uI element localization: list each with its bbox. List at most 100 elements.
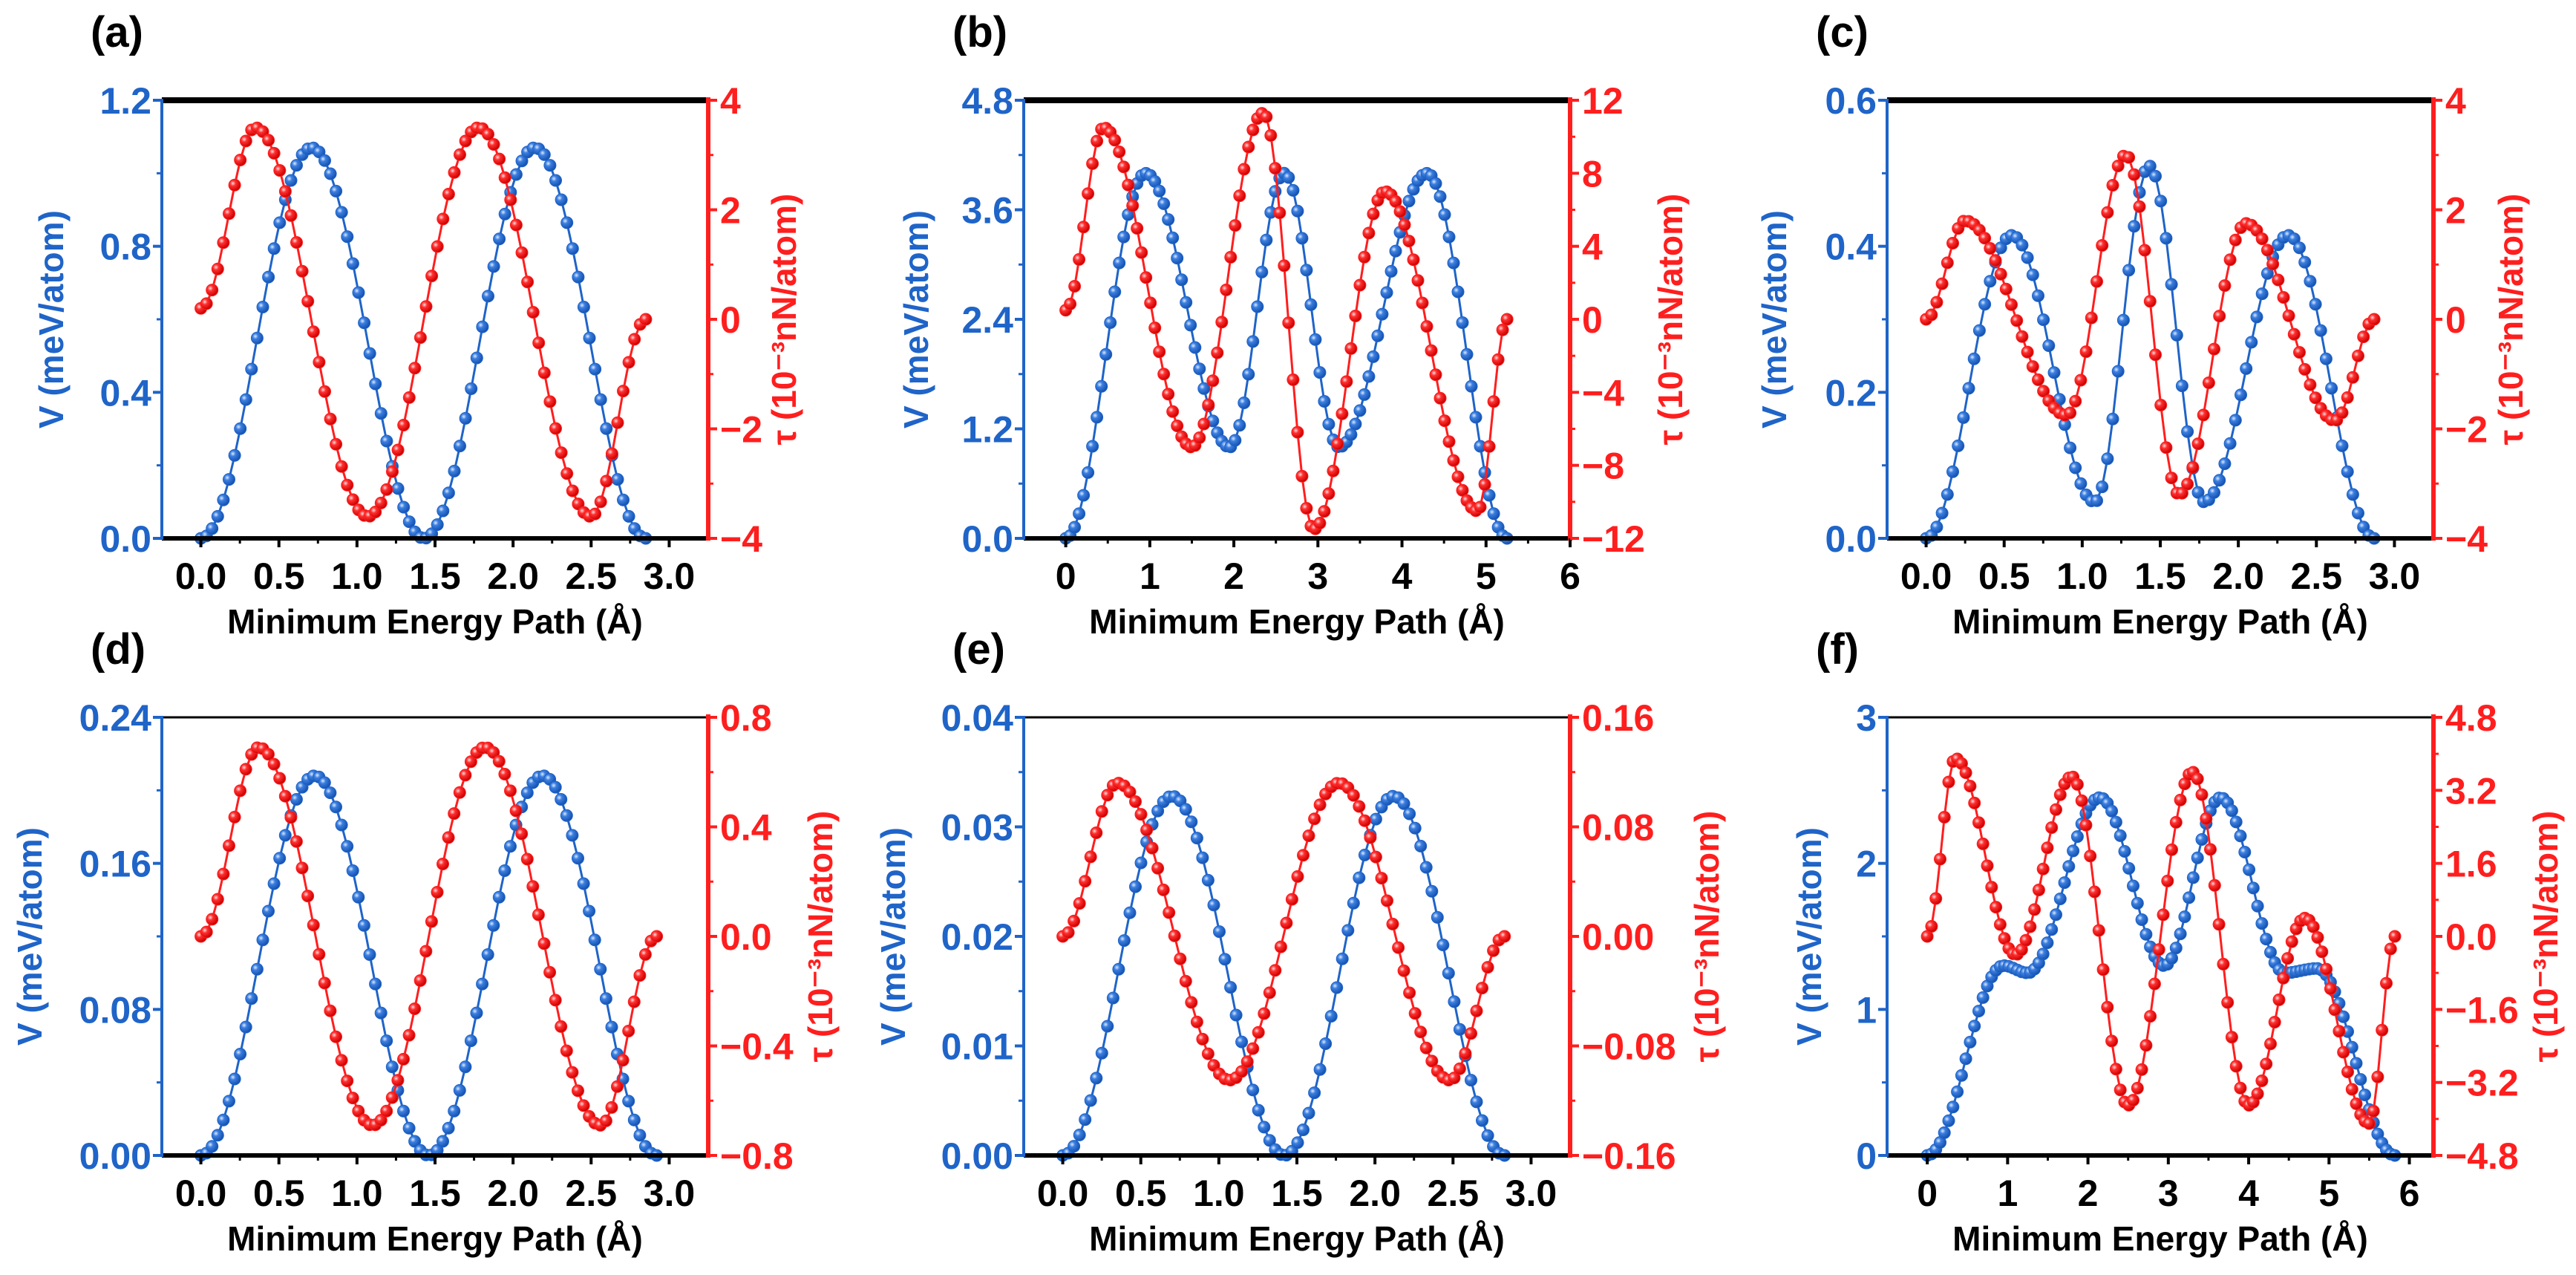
v-point bbox=[1358, 388, 1371, 401]
tau-point bbox=[611, 1080, 624, 1093]
v-point bbox=[335, 818, 348, 832]
tau-point bbox=[1487, 395, 1500, 408]
left-y-tick-label: 0.03 bbox=[941, 807, 1013, 849]
tau-line bbox=[1926, 757, 2396, 1126]
v-point bbox=[2053, 893, 2067, 905]
tau-point bbox=[2005, 298, 2018, 311]
v-point bbox=[2350, 1057, 2363, 1070]
v-point bbox=[1084, 1094, 1097, 1107]
tau-point bbox=[2234, 1081, 2247, 1095]
tau-point bbox=[346, 1092, 359, 1105]
left-y-tick-label: 0.8 bbox=[99, 226, 151, 268]
tau-point bbox=[1185, 996, 1198, 1009]
tau-point bbox=[2019, 933, 2033, 947]
tau-point bbox=[352, 1104, 365, 1118]
right-y-tick-label: 0.00 bbox=[1582, 916, 1654, 958]
left-y-tick-label: 2.4 bbox=[961, 299, 1013, 341]
left-y-tick-label: 0.00 bbox=[79, 1135, 151, 1177]
tau-line bbox=[1925, 154, 2376, 495]
x-tick-label: 0.0 bbox=[175, 555, 227, 597]
v-point bbox=[1425, 884, 1439, 898]
tau-point bbox=[2371, 1070, 2384, 1083]
v-point bbox=[2255, 287, 2269, 301]
v-point bbox=[1171, 252, 1184, 265]
v-point bbox=[1434, 190, 1447, 203]
v-point bbox=[1308, 1086, 1321, 1100]
tau-point bbox=[1151, 861, 1165, 875]
tau-point bbox=[572, 1084, 584, 1098]
tau-point bbox=[1990, 901, 2003, 914]
v-point bbox=[1190, 832, 1203, 845]
right-y-tick-label: −8 bbox=[1582, 446, 1624, 487]
tau-point bbox=[2341, 391, 2354, 404]
tau-point bbox=[633, 969, 647, 982]
tau-point bbox=[1419, 1041, 1433, 1054]
x-tick-label: 1.0 bbox=[2056, 555, 2108, 597]
tau-point bbox=[1190, 1015, 1203, 1028]
v-point bbox=[464, 1034, 477, 1048]
v-point bbox=[1972, 324, 1986, 337]
tau-point bbox=[526, 880, 540, 893]
x-axis-title: Minimum Energy Path (Å) bbox=[1089, 1219, 1505, 1258]
v-point bbox=[2223, 437, 2237, 450]
tau-point bbox=[2186, 460, 2200, 474]
v-point bbox=[560, 216, 574, 229]
v-point bbox=[335, 206, 348, 219]
right-y-tick-label: 1.6 bbox=[2445, 844, 2497, 885]
v-point bbox=[2260, 267, 2274, 280]
v-point bbox=[1258, 1121, 1271, 1134]
v-point bbox=[1282, 171, 1295, 184]
tau-point bbox=[504, 193, 517, 206]
tau-point bbox=[2165, 472, 2178, 485]
tau-point bbox=[2204, 843, 2217, 856]
v-point bbox=[1207, 899, 1220, 912]
tau-point bbox=[2105, 1034, 2119, 1048]
v-point bbox=[318, 776, 331, 789]
left-y-axis-title: V (meV/atom) bbox=[32, 210, 71, 428]
tau-point bbox=[1984, 242, 1997, 255]
v-point bbox=[617, 493, 630, 506]
right-y-axis-title: τ (10⁻³nN/atom) bbox=[801, 811, 840, 1063]
v-point bbox=[487, 260, 500, 273]
v-point bbox=[1487, 507, 1500, 521]
tau-point bbox=[2088, 885, 2101, 899]
v-point bbox=[1073, 507, 1086, 521]
x-tick-label: 1.5 bbox=[2134, 555, 2186, 597]
v-point bbox=[2069, 461, 2082, 475]
tau-point bbox=[1331, 437, 1344, 451]
tau-point bbox=[2114, 1083, 2127, 1097]
v-point bbox=[1470, 1095, 1483, 1109]
tau-point bbox=[549, 422, 562, 435]
tau-point bbox=[1144, 296, 1157, 310]
v-point bbox=[1976, 991, 1990, 1004]
v-point bbox=[1447, 256, 1460, 270]
tau-point bbox=[2272, 993, 2286, 1006]
v-point bbox=[234, 1048, 247, 1060]
v-point bbox=[267, 242, 281, 255]
tau-point bbox=[2109, 1063, 2122, 1076]
tau-point bbox=[2307, 920, 2320, 933]
v-point bbox=[1233, 419, 1246, 432]
v-point bbox=[239, 1020, 252, 1034]
right-y-tick-label: 12 bbox=[1582, 80, 1624, 122]
tau-point bbox=[616, 1054, 630, 1067]
tau-point bbox=[1157, 883, 1170, 896]
panel-label: (a) bbox=[91, 8, 143, 56]
v-point bbox=[2050, 908, 2062, 922]
v-point bbox=[2208, 486, 2220, 499]
v-point bbox=[487, 919, 500, 932]
left-y-axis-title: V (meV/atom) bbox=[1790, 827, 1828, 1046]
tau-point bbox=[459, 769, 472, 782]
v-point bbox=[341, 840, 354, 853]
v-point bbox=[2062, 860, 2076, 873]
v-point bbox=[2304, 275, 2317, 288]
tau-point bbox=[2026, 360, 2039, 374]
v-point bbox=[1166, 231, 1180, 244]
tau-point bbox=[1434, 391, 1447, 405]
v-point bbox=[2101, 452, 2114, 466]
tau-point bbox=[599, 1114, 612, 1127]
v-point bbox=[1151, 804, 1165, 818]
v-point bbox=[1197, 382, 1211, 395]
left-y-tick-label: 0.0 bbox=[961, 518, 1013, 560]
v-point bbox=[2165, 278, 2178, 291]
